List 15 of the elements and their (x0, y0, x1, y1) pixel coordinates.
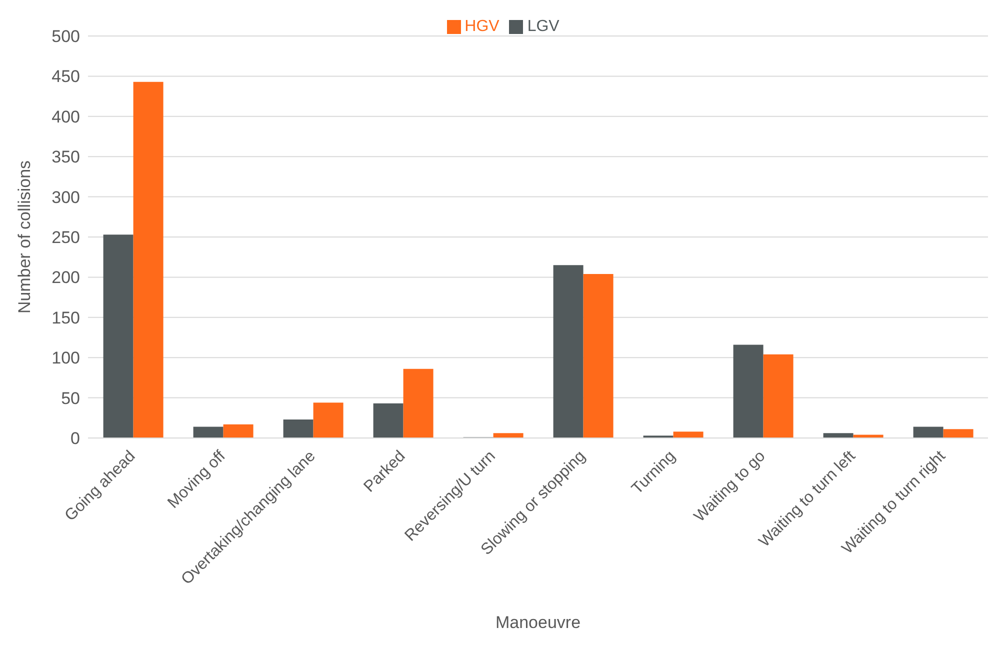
y-tick-label: 450 (52, 67, 80, 86)
y-tick-label: 200 (52, 268, 80, 288)
legend-label: HGV (464, 18, 500, 35)
y-tick-label: 500 (52, 27, 80, 46)
legend-label: LGV (527, 18, 560, 35)
y-axis-title: Number of collisions (15, 160, 34, 314)
y-tick-label: 250 (52, 228, 80, 248)
y-tick-label: 100 (52, 348, 80, 368)
x-axis-title: Manoeuvre (495, 613, 581, 632)
y-tick-label: 400 (52, 107, 80, 126)
y-tick-label: 0 (70, 429, 80, 448)
y-tick-label: 300 (52, 188, 80, 207)
y-tick-label: 150 (52, 308, 80, 328)
y-tick-label: 50 (61, 388, 80, 408)
y-tick-label: 350 (52, 148, 80, 167)
